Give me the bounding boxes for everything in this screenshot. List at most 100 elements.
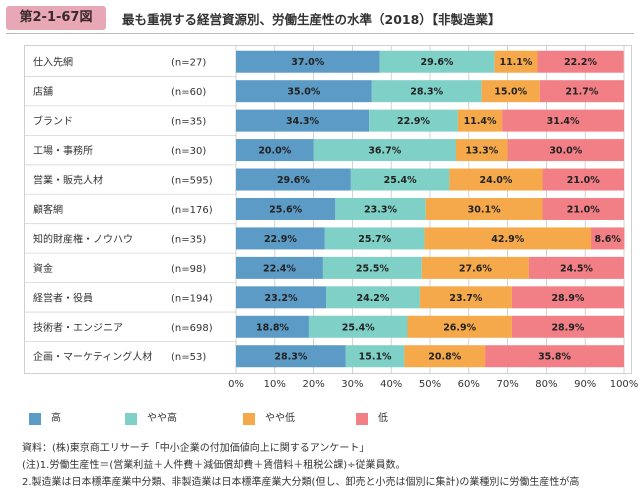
category-label: 店舗	[33, 85, 53, 98]
x-tick-label: 20%	[302, 379, 324, 390]
category-label: 仕入先網	[33, 56, 73, 69]
bar-segment	[369, 109, 458, 132]
data-label: 22.9%	[397, 116, 430, 127]
chart-title: 最も重視する経営資源別、労働生産性の水準（2018）【非製造業】	[122, 12, 501, 27]
bar-segment	[236, 50, 380, 73]
sample-size-label: (n=595)	[171, 176, 213, 187]
data-label: 11.1%	[499, 57, 532, 68]
bar-segment	[236, 286, 327, 309]
bar-segment	[236, 139, 314, 162]
bar-segment	[326, 286, 420, 309]
sample-size-label: (n=176)	[171, 205, 213, 216]
category-label: ブランド	[33, 115, 73, 128]
data-label: 15.1%	[359, 352, 392, 363]
data-label: 42.9%	[491, 234, 524, 245]
legend-label: やや低	[265, 413, 295, 424]
data-label: 26.9%	[443, 322, 476, 333]
legend-label: 低	[378, 413, 388, 424]
data-label: 35.0%	[287, 87, 320, 98]
category-label: 経営者・役員	[33, 291, 93, 304]
sample-size-label: (n=35)	[171, 234, 206, 245]
bar-segment	[371, 80, 482, 103]
bar-segment	[542, 197, 624, 220]
bar-segment	[449, 168, 543, 191]
x-tick-label: 30%	[341, 379, 363, 390]
bar-segment	[350, 168, 450, 191]
legend-swatch	[356, 413, 368, 425]
category-label: 知的財産権・ノウハウ	[33, 232, 133, 245]
legend-label: 高	[51, 413, 61, 424]
bar-segment	[308, 315, 408, 338]
bar-segment	[236, 345, 346, 368]
legend-label: やや高	[147, 413, 177, 424]
data-label: 11.4%	[464, 116, 497, 127]
note-1: (注)1.労働生産性＝(営業利益＋人件費＋減価償却費＋賃借料＋租税公課)÷従業員…	[22, 460, 406, 471]
sample-size-label: (n=35)	[171, 117, 206, 128]
data-label: 29.6%	[420, 57, 453, 68]
data-label: 23.3%	[364, 204, 397, 215]
bar-segment	[539, 80, 624, 103]
bar-segment	[324, 227, 425, 250]
category-label: 資金	[33, 262, 53, 275]
bar-segment	[502, 109, 624, 132]
data-label: 29.6%	[277, 175, 310, 186]
bar-segment	[457, 109, 503, 132]
bar-segment	[425, 197, 543, 220]
data-label: 22.2%	[564, 57, 597, 68]
bar-segment	[455, 139, 508, 162]
bar-segment	[236, 256, 323, 279]
data-label: 25.4%	[342, 322, 375, 333]
data-label: 25.6%	[269, 204, 302, 215]
data-label: 21.0%	[567, 175, 600, 186]
x-tick-label: 70%	[496, 379, 518, 390]
bar-segment	[236, 80, 372, 103]
data-label: 21.7%	[565, 87, 598, 98]
bar-segment	[494, 50, 538, 73]
category-label: 企画・マーケティング人材	[33, 350, 152, 363]
data-label: 30.1%	[468, 204, 501, 215]
sample-size-label: (n=30)	[171, 146, 206, 157]
legend-swatch	[243, 413, 255, 425]
x-tick-label: 50%	[419, 379, 441, 390]
bar-segment	[335, 197, 426, 220]
sample-size-label: (n=194)	[171, 293, 213, 304]
data-label: 35.8%	[538, 352, 571, 363]
bar-segment	[591, 227, 625, 250]
notes: 資料：(株)東京商工リサーチ「中小企業の付加価値向上に関するアンケート」 (注)…	[22, 440, 579, 491]
data-label: 25.5%	[356, 263, 389, 274]
bar-segment	[236, 197, 336, 220]
data-label: 22.9%	[264, 234, 297, 245]
x-tick-label: 90%	[574, 379, 596, 390]
data-label: 15.0%	[494, 87, 527, 98]
bar-segment	[528, 256, 624, 279]
sample-size-label: (n=60)	[171, 87, 206, 98]
x-tick-label: 80%	[535, 379, 557, 390]
sample-size-label: (n=98)	[171, 264, 206, 275]
bar-segment	[481, 80, 540, 103]
data-label: 25.4%	[384, 175, 417, 186]
category-label: 顧客網	[33, 203, 63, 216]
data-label: 27.6%	[459, 263, 492, 274]
bar-segment	[424, 227, 592, 250]
data-label: 21.0%	[567, 204, 600, 215]
bar-segment	[379, 50, 495, 73]
bar-segment	[511, 286, 624, 309]
data-label: 30.0%	[549, 146, 582, 157]
bar-segment	[537, 50, 624, 73]
bar-segment	[404, 345, 486, 368]
bar-segment	[345, 345, 405, 368]
x-tick-label: 0%	[228, 379, 244, 390]
data-label: 24.0%	[479, 175, 512, 186]
data-label: 28.9%	[551, 322, 584, 333]
x-tick-label: 10%	[264, 379, 286, 390]
data-label: 18.8%	[256, 322, 289, 333]
data-label: 36.7%	[368, 146, 401, 157]
stacked-bar-chart: 0% 10% 20% 30% 40% 50% 60% 70% 80% 90% 100% 仕入先網 (n=…	[25, 45, 638, 390]
bar-segment	[236, 109, 370, 132]
data-label: 23.7%	[449, 293, 482, 304]
chart-legend: 高 やや高 やや低 低	[0, 411, 640, 427]
sample-size-label: (n=27)	[171, 58, 206, 69]
bar-segment	[511, 315, 624, 338]
data-label: 28.3%	[410, 87, 443, 98]
data-label: 34.3%	[286, 116, 319, 127]
